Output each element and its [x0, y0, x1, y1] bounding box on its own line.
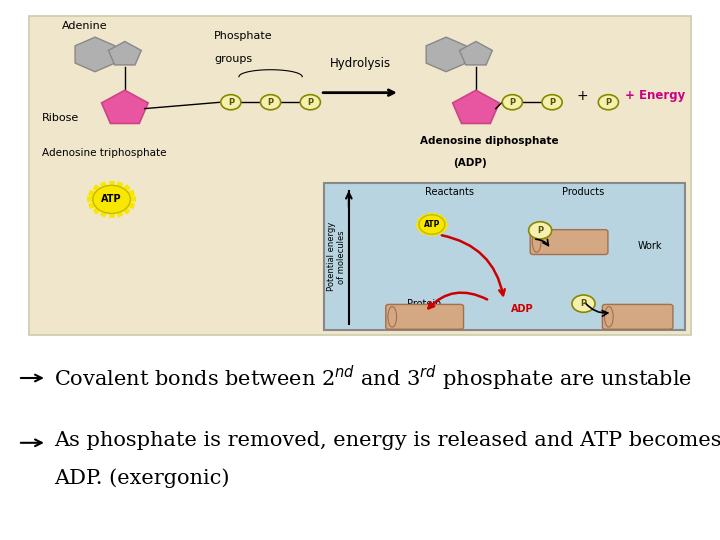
Text: P: P	[307, 98, 313, 107]
FancyBboxPatch shape	[386, 305, 464, 329]
Circle shape	[598, 94, 618, 110]
Text: Adenosine diphosphate: Adenosine diphosphate	[420, 136, 558, 146]
Text: Ribose: Ribose	[42, 113, 79, 123]
Text: ADP: ADP	[510, 305, 534, 314]
Circle shape	[221, 94, 241, 110]
Text: Protein: Protein	[408, 299, 442, 308]
Circle shape	[261, 94, 281, 110]
Text: Adenosine triphosphate: Adenosine triphosphate	[42, 148, 166, 158]
Text: Phosphate: Phosphate	[215, 30, 273, 40]
Text: P: P	[549, 98, 555, 107]
Text: groups: groups	[215, 55, 253, 64]
Text: P: P	[268, 98, 274, 107]
Circle shape	[572, 295, 595, 312]
Text: Adenine: Adenine	[62, 21, 107, 31]
Circle shape	[528, 222, 552, 239]
FancyBboxPatch shape	[323, 184, 685, 330]
Circle shape	[542, 94, 562, 110]
FancyBboxPatch shape	[603, 305, 673, 329]
Text: (ADP): (ADP)	[453, 158, 487, 168]
Polygon shape	[426, 37, 466, 72]
Text: P: P	[606, 98, 611, 107]
Circle shape	[300, 94, 320, 110]
Text: As phosphate is removed, energy is released and ATP becomes: As phosphate is removed, energy is relea…	[54, 430, 720, 450]
Polygon shape	[102, 90, 148, 124]
Ellipse shape	[532, 232, 541, 252]
Ellipse shape	[388, 307, 397, 327]
Ellipse shape	[605, 307, 613, 327]
Text: ADP. (exergonic): ADP. (exergonic)	[54, 468, 230, 488]
Polygon shape	[109, 42, 141, 65]
Circle shape	[503, 94, 523, 110]
Polygon shape	[75, 37, 115, 72]
Text: +: +	[576, 89, 588, 103]
Text: ATP: ATP	[423, 220, 440, 229]
Circle shape	[93, 185, 130, 213]
FancyBboxPatch shape	[530, 230, 608, 254]
Polygon shape	[453, 90, 499, 124]
Circle shape	[419, 215, 445, 234]
Polygon shape	[459, 42, 492, 65]
Text: Covalent bonds between 2$^{nd}$ and 3$^{rd}$ phosphate are unstable: Covalent bonds between 2$^{nd}$ and 3$^{…	[54, 363, 692, 393]
Text: P: P	[580, 299, 587, 308]
Text: Products: Products	[562, 187, 605, 197]
Text: Potential energy
of molecules: Potential energy of molecules	[326, 222, 346, 292]
Text: Work: Work	[638, 241, 662, 252]
Text: ATP: ATP	[102, 194, 122, 205]
Text: P: P	[228, 98, 234, 107]
Text: Hydrolysis: Hydrolysis	[330, 57, 390, 70]
Text: + Energy: + Energy	[625, 89, 685, 103]
Text: Reactants: Reactants	[426, 187, 474, 197]
Text: P: P	[509, 98, 516, 107]
Text: P: P	[537, 226, 543, 235]
FancyBboxPatch shape	[29, 16, 691, 335]
